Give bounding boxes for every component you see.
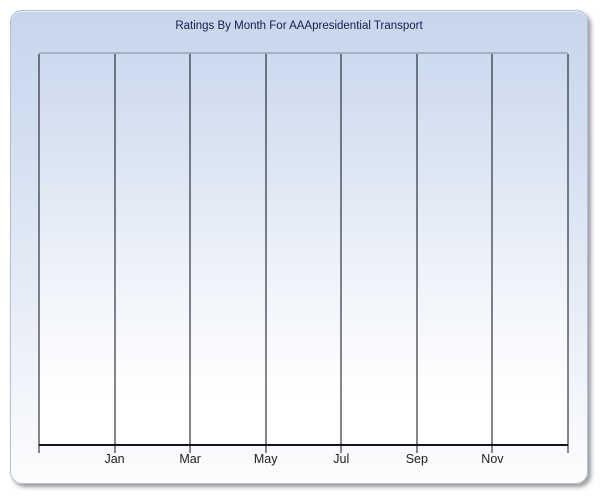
axis-tick xyxy=(491,446,493,453)
gridline xyxy=(491,54,493,446)
x-tick-label: Sep xyxy=(405,452,428,466)
gridline xyxy=(38,54,40,446)
x-tick-label: Jan xyxy=(104,452,125,466)
gridline xyxy=(114,54,116,446)
gridline xyxy=(567,54,569,446)
axis-tick xyxy=(114,446,116,453)
chart-panel: Ratings By Month For AAApresidential Tra… xyxy=(10,10,588,484)
axis-tick xyxy=(265,446,267,453)
plot-area xyxy=(38,52,569,453)
axis-tick xyxy=(189,446,191,453)
gridline xyxy=(265,54,267,446)
axis-tick xyxy=(567,446,569,453)
x-axis-tick-labels: Jan Mar May Jul Sep Nov xyxy=(39,452,568,468)
x-tick-label: Nov xyxy=(481,452,504,466)
axis-tick xyxy=(416,446,418,453)
x-tick-label: May xyxy=(253,452,278,466)
gridline xyxy=(189,54,191,446)
axis-tick xyxy=(38,446,40,453)
x-tick-label: Jul xyxy=(333,452,350,466)
gridline xyxy=(340,54,342,446)
gridline xyxy=(416,54,418,446)
axis-tick xyxy=(340,446,342,453)
chart-title: Ratings By Month For AAApresidential Tra… xyxy=(175,20,423,32)
x-tick-label: Mar xyxy=(179,452,201,466)
